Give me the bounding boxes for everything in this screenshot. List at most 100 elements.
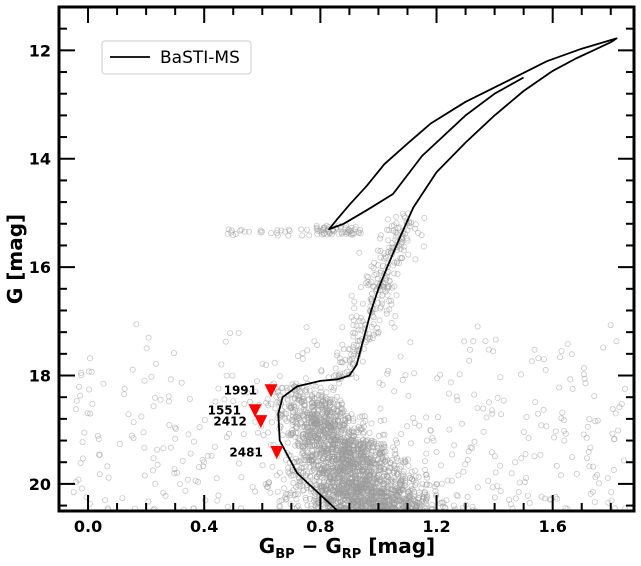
field-star-point	[328, 427, 335, 434]
field-star-point	[373, 513, 378, 518]
field-star-point	[394, 493, 401, 500]
field-star-point	[201, 459, 208, 466]
field-star-point	[331, 479, 338, 486]
field-star-point	[392, 313, 399, 320]
field-star-point	[317, 384, 324, 391]
field-star-point	[324, 503, 331, 510]
field-star-point	[591, 498, 598, 505]
field-star-point	[154, 461, 161, 468]
field-star-point	[353, 322, 360, 329]
field-star-point	[258, 228, 265, 235]
field-star-point	[138, 413, 145, 420]
field-star-point	[434, 414, 441, 421]
x-tick-label: 0.4	[190, 517, 218, 536]
field-star-point	[370, 447, 377, 454]
field-star-point	[329, 433, 336, 440]
field-star-point	[252, 488, 259, 495]
field-star-point	[320, 483, 327, 490]
field-star-point	[407, 440, 414, 447]
field-star-point	[336, 355, 343, 362]
field-star-point	[377, 235, 384, 242]
field-star-point	[173, 469, 180, 476]
field-star-point	[416, 512, 421, 517]
field-star-point	[339, 422, 346, 429]
field-star-point	[385, 237, 392, 244]
field-star-point	[83, 494, 90, 501]
field-star-point	[471, 391, 478, 398]
field-star-point	[433, 481, 440, 488]
field-star-point	[337, 467, 344, 474]
field-star-point	[611, 435, 618, 442]
field-star-point	[586, 416, 593, 423]
field-star-point	[453, 491, 460, 498]
field-star-point	[312, 395, 319, 402]
field-star-point	[309, 395, 316, 402]
field-star-point	[393, 439, 400, 446]
field-star-point	[372, 483, 379, 490]
field-star-point	[317, 426, 324, 433]
field-star-point	[366, 429, 373, 436]
field-star-point	[318, 368, 325, 375]
field-star-point	[497, 374, 504, 381]
field-star-point	[298, 226, 305, 233]
field-star-point	[307, 502, 314, 509]
field-star-point	[335, 230, 342, 237]
field-star-point	[292, 512, 297, 517]
field-star-point	[282, 415, 289, 422]
x-tick-label: 1.2	[422, 517, 450, 536]
field-star-point	[344, 438, 351, 445]
field-star-point	[342, 225, 349, 232]
field-star-point	[267, 442, 274, 449]
field-star-point	[332, 497, 339, 504]
field-star-point	[171, 424, 178, 431]
field-star-point	[397, 245, 404, 252]
field-star-point	[349, 462, 356, 469]
field-star-point	[293, 416, 300, 423]
field-star-point	[311, 468, 318, 475]
field-star-point	[307, 488, 314, 495]
field-star-point	[319, 227, 326, 234]
field-star-point	[330, 464, 337, 471]
field-star-point	[350, 344, 357, 351]
field-star-point	[556, 384, 563, 391]
field-star-point	[369, 459, 376, 466]
field-star-point	[371, 259, 378, 266]
field-star-point	[452, 514, 457, 519]
field-star-point	[418, 485, 425, 492]
field-star-point	[334, 508, 341, 511]
field-star-point	[313, 452, 320, 459]
field-star-point	[594, 417, 601, 424]
field-star-point	[88, 368, 95, 375]
field-star-point	[437, 371, 444, 378]
field-star-point	[259, 462, 266, 469]
field-star-point	[357, 284, 364, 291]
field-star-point	[296, 458, 303, 465]
field-star-point	[394, 458, 401, 465]
field-star-point	[397, 353, 404, 360]
field-star-point	[295, 442, 302, 449]
field-star-point	[444, 477, 451, 484]
field-star-point	[288, 404, 295, 411]
field-star-point	[382, 512, 387, 517]
field-star-point	[386, 306, 393, 313]
field-star-point	[70, 489, 77, 496]
field-star-point	[295, 502, 302, 509]
field-star-point	[89, 400, 96, 407]
field-star-point	[357, 314, 364, 321]
field-star-point	[116, 440, 123, 447]
field-star-point	[84, 410, 91, 417]
field-star-point	[150, 455, 157, 462]
field-star-point	[573, 470, 580, 477]
field-star-point	[334, 426, 341, 433]
field-star-point	[363, 438, 370, 445]
field-star-point	[342, 356, 349, 363]
field-star-point	[339, 341, 346, 348]
field-star-point	[461, 338, 468, 345]
field-star-point	[243, 389, 250, 396]
field-star-point	[349, 513, 354, 518]
field-star-point	[73, 406, 80, 413]
field-star-point	[584, 423, 591, 430]
field-star-point	[399, 254, 406, 261]
field-star-point	[252, 447, 259, 454]
field-star-point	[334, 441, 341, 448]
